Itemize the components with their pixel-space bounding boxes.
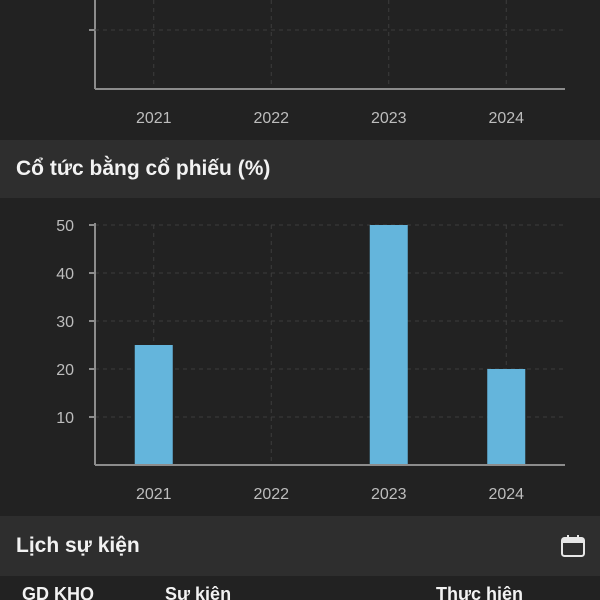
column-header-executed: Thực hiện xyxy=(436,584,524,600)
stock-dividend-header: Cổ tức bằng cổ phiếu (%) xyxy=(0,140,600,198)
y-tick-label: 10 xyxy=(56,410,74,427)
x-tick-label: 2023 xyxy=(371,486,407,503)
events-table-header: GD KHQ Sự kiện Thực hiện xyxy=(0,576,600,600)
calendar-icon[interactable] xyxy=(560,534,586,558)
y-tick-label: 30 xyxy=(56,314,74,331)
x-tick-label: 2024 xyxy=(488,486,524,503)
bar-2023 xyxy=(369,225,408,465)
stock-dividend-title: Cổ tức bằng cổ phiếu (%) xyxy=(16,157,271,180)
y-tick-label: 20 xyxy=(56,362,74,379)
top-chart: 2021 2022 2023 2024 xyxy=(89,0,565,127)
x-tick-label: 2022 xyxy=(253,486,289,503)
events-header: Lịch sự kiện xyxy=(0,516,600,576)
y-tick-label: 50 xyxy=(56,218,74,235)
x-tick-label: 2023 xyxy=(371,110,407,127)
column-header-ex-date: GD KHQ xyxy=(22,584,94,600)
x-tick-label: 2022 xyxy=(253,110,289,127)
bar-2021 xyxy=(134,345,173,465)
stock-dividend-chart-panel: 10 20 30 40 50 2021 2022 2023 2024 xyxy=(0,198,600,516)
stock-dividend-chart: 10 20 30 40 50 2021 2022 2023 2024 xyxy=(56,218,565,503)
x-tick-label: 2021 xyxy=(136,486,172,503)
x-tick-label: 2024 xyxy=(488,110,524,127)
top-chart-panel: 2021 2022 2023 2024 xyxy=(0,0,600,140)
bar-2024 xyxy=(487,369,526,465)
column-header-event: Sự kiện xyxy=(165,584,232,600)
x-tick-label: 2021 xyxy=(136,110,172,127)
y-tick-label: 40 xyxy=(56,266,74,283)
events-title: Lịch sự kiện xyxy=(16,534,140,557)
